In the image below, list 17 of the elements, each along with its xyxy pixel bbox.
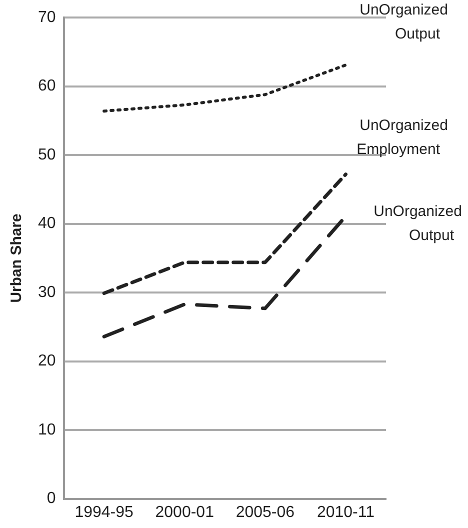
y-axis-title: Urban Share xyxy=(8,214,26,303)
y-tick-label: 0 xyxy=(46,490,56,508)
y-tick-label: 70 xyxy=(38,9,56,26)
y-tick-label: 10 xyxy=(38,421,56,438)
x-tick-label: 2005-06 xyxy=(236,504,295,521)
line-series xyxy=(102,64,348,113)
y-tick-label: 50 xyxy=(38,146,56,164)
series-label: UnOrganized Output xyxy=(360,2,448,43)
y-tick-label: 40 xyxy=(38,215,56,232)
y-tick-label: 30 xyxy=(38,284,56,301)
x-tick-label: 1994-95 xyxy=(74,504,134,521)
y-tick-label: 60 xyxy=(38,78,56,95)
y-tick-label: 20 xyxy=(38,352,56,370)
series-label: UnOrganized Output xyxy=(374,202,462,244)
x-tick-label: 2010-11 xyxy=(316,504,375,521)
x-tick-label: 2000-01 xyxy=(155,504,214,521)
series-label: UnOrganized Employment xyxy=(356,116,448,158)
